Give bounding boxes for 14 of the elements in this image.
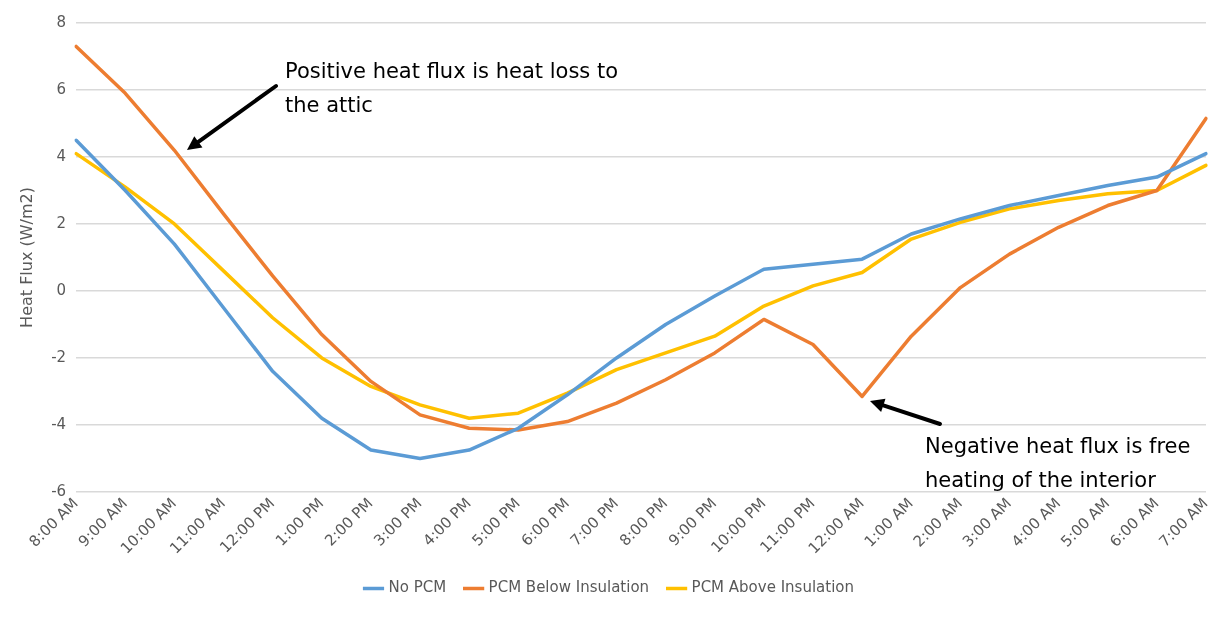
annotation: Positive heat flux is heat loss to the attic xyxy=(285,58,620,119)
legend-label: PCM Above Insulation xyxy=(691,578,855,597)
y-tick-label: 4 xyxy=(56,146,67,165)
legend-label: PCM Below Insulation xyxy=(488,578,650,597)
y-tick-label: -6 xyxy=(51,481,67,500)
y-tick-label: 8 xyxy=(56,12,67,31)
annotation: Negative heat flux is free heating of the interior xyxy=(925,434,1191,492)
y-tick-label: 6 xyxy=(56,79,67,98)
y-tick-label: 0 xyxy=(56,280,67,299)
y-axis-title: Heat Flux (W/m2) xyxy=(16,187,36,328)
y-tick-label: -4 xyxy=(51,414,67,433)
y-tick-label: 2 xyxy=(56,213,67,232)
y-tick-label: -2 xyxy=(51,347,67,366)
legend-label: No PCM xyxy=(388,578,447,597)
